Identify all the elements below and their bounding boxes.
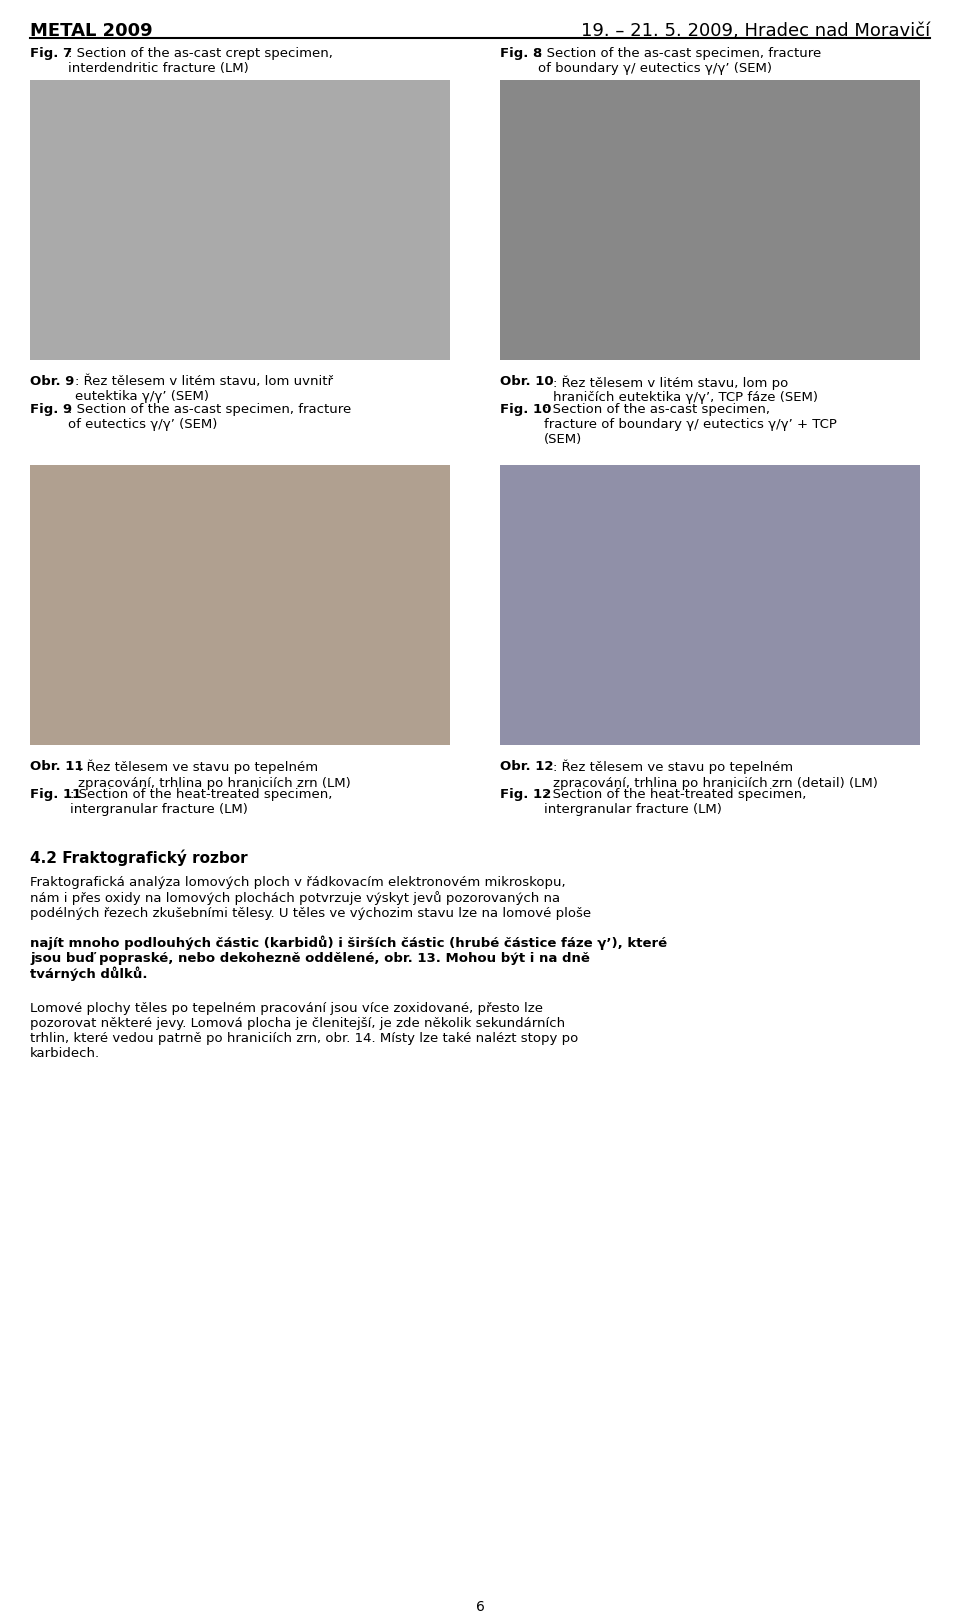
Text: : Section of the as-cast specimen, fracture
of eutectics γ/γ’ (SEM): : Section of the as-cast specimen, fract… xyxy=(68,403,351,431)
Text: : Řez tělesem ve stavu po tepelném
zpracování, trhlina po hraniciích zrn (detail: : Řez tělesem ve stavu po tepelném zprac… xyxy=(553,760,877,789)
Text: Fig. 7: Fig. 7 xyxy=(30,47,72,60)
Text: : Řez tělesem v litém stavu, lom uvnitř
eutektika γ/γ’ (SEM): : Řez tělesem v litém stavu, lom uvnitř … xyxy=(75,374,333,403)
Text: Obr. 10: Obr. 10 xyxy=(500,374,554,389)
Text: METAL 2009: METAL 2009 xyxy=(30,23,153,40)
Text: Fig. 11: Fig. 11 xyxy=(30,787,82,800)
Bar xyxy=(500,465,920,745)
Text: Fig. 10: Fig. 10 xyxy=(500,403,551,416)
Text: najít mnoho podlouhých částic (karbidů) i širších částic (hrubé částice fáze γ’): najít mnoho podlouhých částic (karbidů) … xyxy=(30,935,667,982)
Text: : Řez tělesem v litém stavu, lom po
hraničích eutektika γ/γ’, TCP fáze (SEM): : Řez tělesem v litém stavu, lom po hran… xyxy=(553,374,818,405)
Text: : Section of the as-cast crept specimen,
interdendritic fracture (LM): : Section of the as-cast crept specimen,… xyxy=(68,47,333,75)
Text: : Section of the as-cast specimen, fracture
of boundary γ/ eutectics γ/γ’ (SEM): : Section of the as-cast specimen, fract… xyxy=(538,47,821,75)
Text: : Section of the heat-treated specimen,
intergranular fracture (LM): : Section of the heat-treated specimen, … xyxy=(70,787,332,816)
Text: Lomové plochy těles po tepelném pracování jsou více zoxidované, přesto lze
pozor: Lomové plochy těles po tepelném pracován… xyxy=(30,1003,578,1059)
Text: 19. – 21. 5. 2009, Hradec nad Moravičí: 19. – 21. 5. 2009, Hradec nad Moravičí xyxy=(581,23,930,40)
Text: Fraktografická analýza lomových ploch v řádkovacím elektronovém mikroskopu,
nám : Fraktografická analýza lomových ploch v … xyxy=(30,876,591,920)
Bar xyxy=(30,79,450,360)
Text: Obr. 11: Obr. 11 xyxy=(30,760,84,773)
Text: Fig. 8: Fig. 8 xyxy=(500,47,542,60)
Text: : Section of the heat-treated specimen,
intergranular fracture (LM): : Section of the heat-treated specimen, … xyxy=(544,787,806,816)
Text: Obr. 9: Obr. 9 xyxy=(30,374,74,389)
Text: : Section of the as-cast specimen,
fracture of boundary γ/ eutectics γ/γ’ + TCP
: : Section of the as-cast specimen, fract… xyxy=(544,403,837,446)
Text: Fig. 9: Fig. 9 xyxy=(30,403,72,416)
Text: : Řez tělesem ve stavu po tepelném
zpracování, trhlina po hraniciích zrn (LM): : Řez tělesem ve stavu po tepelném zprac… xyxy=(78,760,350,789)
Text: 4.2 Fraktografický rozbor: 4.2 Fraktografický rozbor xyxy=(30,850,248,867)
Bar xyxy=(500,79,920,360)
Text: 6: 6 xyxy=(475,1601,485,1614)
Text: Obr. 12: Obr. 12 xyxy=(500,760,554,773)
Bar xyxy=(30,465,450,745)
Text: Fig. 12: Fig. 12 xyxy=(500,787,551,800)
